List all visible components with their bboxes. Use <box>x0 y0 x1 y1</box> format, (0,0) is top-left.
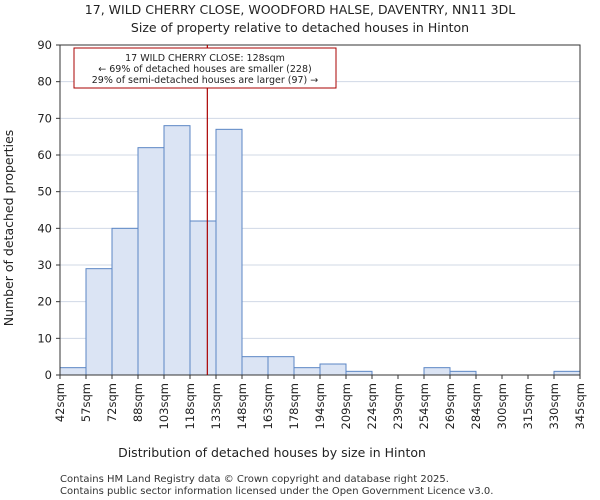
y-tick-label: 0 <box>45 368 52 382</box>
histogram-bar <box>163 125 191 376</box>
x-tick-label: 315sqm <box>521 383 535 429</box>
y-tick-label: 70 <box>37 111 52 125</box>
x-tick-label: 254sqm <box>417 383 431 429</box>
histogram-bar <box>553 370 581 376</box>
annotation-frame <box>73 47 337 89</box>
x-tick-label: 209sqm <box>339 383 353 429</box>
annotation-box: 17 WILD CHERRY CLOSE: 128sqm ← 69% of de… <box>73 47 337 89</box>
footer-line-1: Contains HM Land Registry data © Crown c… <box>60 474 449 485</box>
y-tick-label: 60 <box>37 148 52 162</box>
chart-subtitle: Size of property relative to detached ho… <box>131 20 469 35</box>
x-tick-label: 300sqm <box>495 383 509 429</box>
annotation-line-3: 29% of semi-detached houses are larger (… <box>92 75 319 86</box>
chart-title: 17, WILD CHERRY CLOSE, WOODFORD HALSE, D… <box>85 2 515 17</box>
histogram-bar <box>85 268 113 376</box>
x-tick-label: 284sqm <box>469 383 483 429</box>
y-tick-label: 30 <box>37 258 52 272</box>
histogram-bar <box>59 367 87 376</box>
x-tick-label: 42sqm <box>53 383 67 422</box>
x-tick-label: 72sqm <box>105 383 119 422</box>
x-tick-label: 148sqm <box>235 383 249 429</box>
histogram-bar <box>241 356 269 376</box>
y-tick-label: 20 <box>37 295 52 309</box>
x-tick-label: 239sqm <box>391 383 405 429</box>
x-tick-label: 224sqm <box>365 383 379 429</box>
x-tick-label: 118sqm <box>183 383 197 429</box>
histogram-bar <box>267 356 295 376</box>
histogram-bar <box>449 370 477 376</box>
x-tick-label: 345sqm <box>573 383 587 429</box>
histogram-bar <box>111 227 139 376</box>
x-tick-label: 133sqm <box>209 383 223 429</box>
y-tick-label: 10 <box>37 331 52 345</box>
y-tick-label: 80 <box>37 75 52 89</box>
annotation-line-2: ← 69% of detached houses are smaller (22… <box>98 64 311 75</box>
histogram-bar <box>319 363 347 376</box>
histogram-bar <box>293 367 321 376</box>
x-axis-label: Distribution of detached houses by size … <box>118 445 426 460</box>
x-tick-label: 330sqm <box>547 383 561 429</box>
x-tick-label: 88sqm <box>131 383 145 422</box>
histogram-bar <box>215 128 243 376</box>
histogram-bar <box>345 370 373 376</box>
histogram-bar <box>423 367 451 376</box>
bars <box>59 125 581 376</box>
footer-line-2: Contains public sector information licen… <box>60 486 493 497</box>
x-tick-label: 57sqm <box>79 383 93 422</box>
annotation-line-1: 17 WILD CHERRY CLOSE: 128sqm <box>125 53 285 64</box>
x-tick-label: 163sqm <box>261 383 275 429</box>
x-tick-label: 194sqm <box>313 383 327 429</box>
y-tick-label: 90 <box>37 38 52 52</box>
x-tick-label: 103sqm <box>157 383 171 429</box>
histogram-bar <box>189 220 217 376</box>
histogram-bar <box>137 147 165 376</box>
plot-frame <box>59 44 581 376</box>
x-tick-label: 178sqm <box>287 383 301 429</box>
x-axis-ticks: 42sqm 57sqm 72sqm 88sqm 103sqm 118sqm 133sqm 14… <box>53 375 587 429</box>
y-axis-ticks: 0 10 20 30 40 50 60 70 80 90 <box>37 38 60 382</box>
x-tick-label: 269sqm <box>443 383 457 429</box>
y-tick-label: 50 <box>37 185 52 199</box>
y-tick-label: 40 <box>37 221 52 235</box>
y-axis-label: Number of detached properties <box>1 130 16 327</box>
